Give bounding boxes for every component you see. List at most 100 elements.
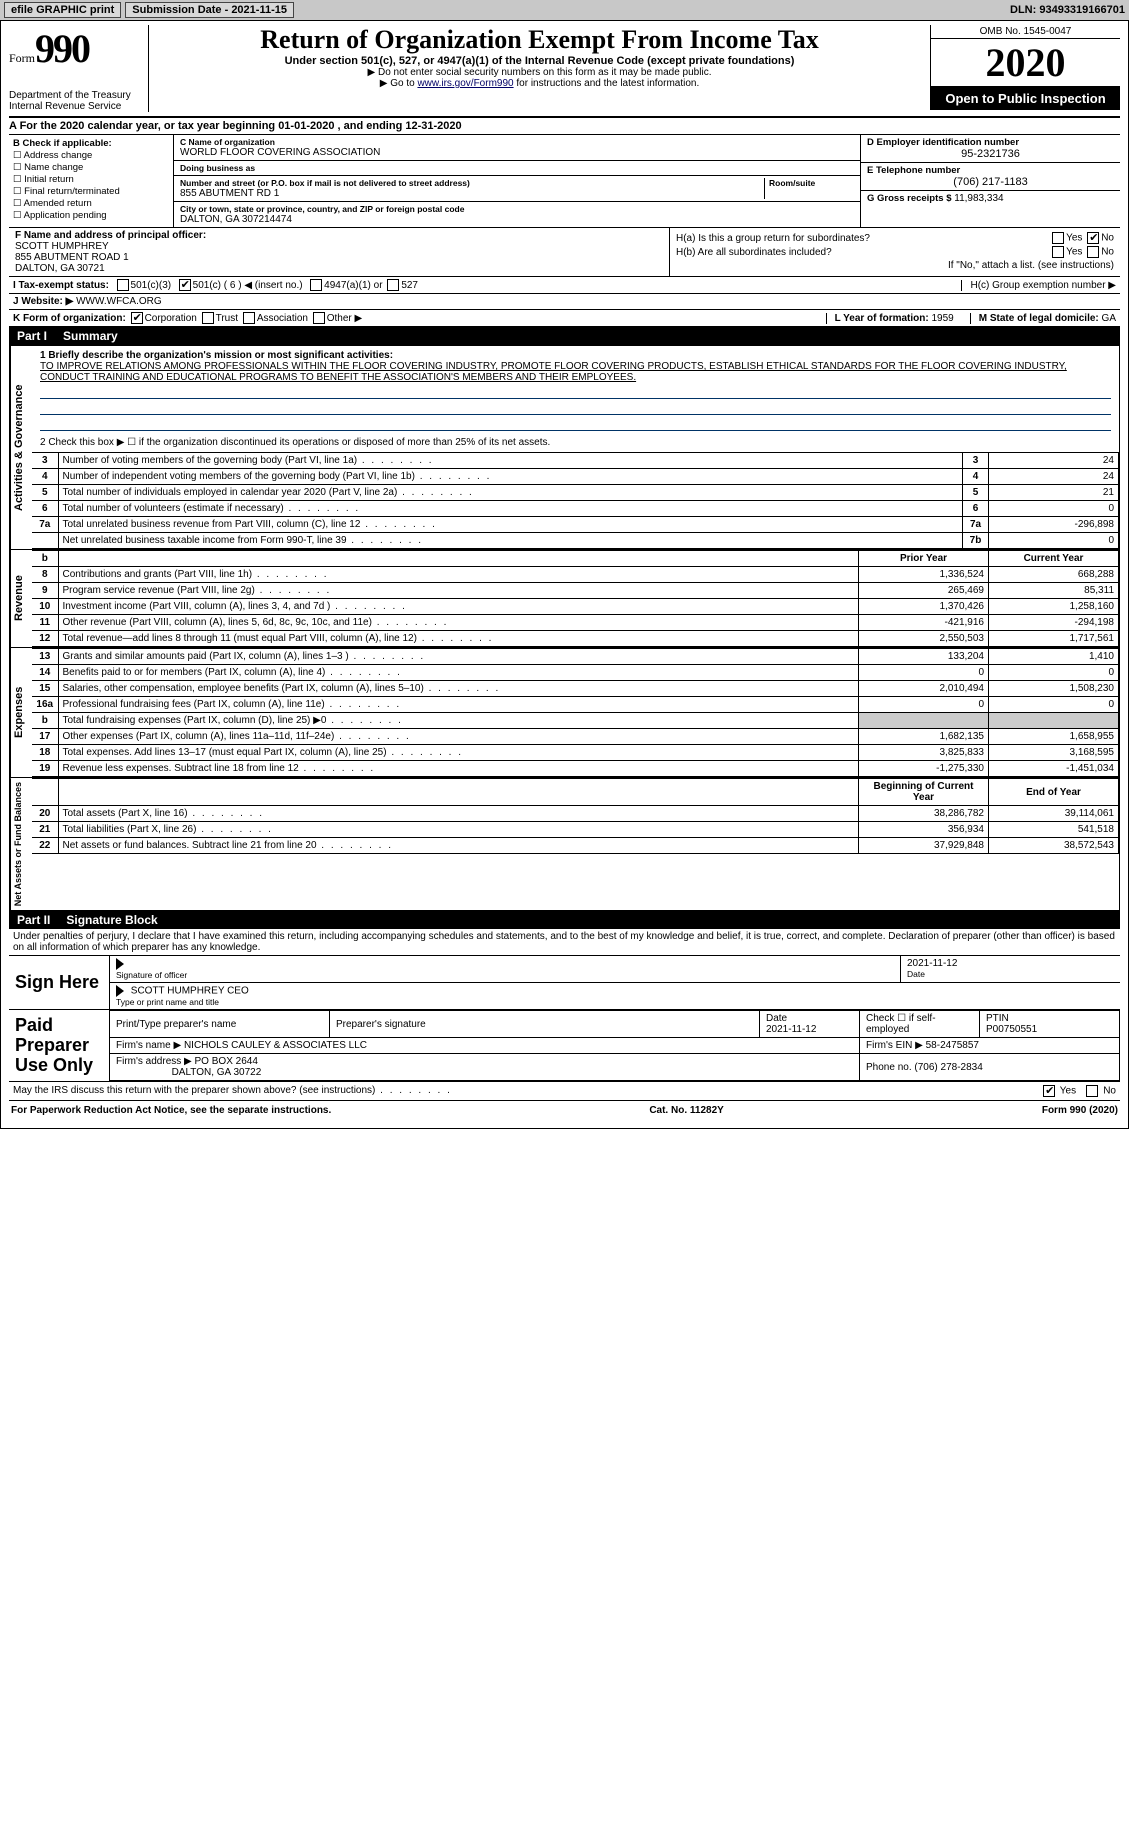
firm-name: NICHOLS CAULEY & ASSOCIATES LLC [184, 1040, 367, 1051]
form-title: Return of Organization Exempt From Incom… [155, 25, 924, 55]
self-employed-check[interactable]: Check ☐ if self-employed [866, 1013, 973, 1035]
col-beginning: Beginning of Current Year [859, 779, 989, 806]
org-name-label: C Name of organization [180, 137, 854, 147]
chk-4947[interactable] [310, 279, 322, 291]
revenue-table: b Prior Year Current Year 8Contributions… [32, 550, 1119, 647]
chk-initial-return[interactable]: Initial return [24, 174, 74, 185]
table-row: Net unrelated business taxable income fr… [32, 533, 1119, 549]
ha-no[interactable] [1087, 232, 1099, 244]
form-header: Form990 Department of the Treasury Inter… [9, 25, 1120, 118]
box-b: B Check if applicable: ☐ Address change … [9, 135, 174, 227]
room-label: Room/suite [769, 178, 854, 188]
form-number: 990 [35, 26, 89, 71]
officer-city: DALTON, GA 30721 [15, 263, 663, 274]
chk-corp[interactable] [131, 312, 143, 324]
dln-label: DLN: 93493319166701 [1010, 4, 1125, 16]
table-row: 22Net assets or fund balances. Subtract … [32, 838, 1119, 854]
chk-501c3[interactable] [117, 279, 129, 291]
no-label: No [1101, 233, 1114, 244]
tax-status-row: I Tax-exempt status: 501(c)(3) 501(c) ( … [9, 277, 1120, 294]
part1-title: Summary [63, 329, 118, 343]
opt-527: 527 [401, 280, 418, 291]
col-prior: Prior Year [859, 551, 989, 567]
chk-name-change[interactable]: Name change [24, 162, 83, 173]
table-row: Firm's name ▶ NICHOLS CAULEY & ASSOCIATE… [110, 1038, 1120, 1054]
expenses-section: Expenses 13Grants and similar amounts pa… [9, 648, 1120, 778]
ha-yes[interactable] [1052, 232, 1064, 244]
street-label: Number and street (or P.O. box if mail i… [180, 178, 764, 188]
col-b: b [32, 551, 58, 567]
discuss-question: May the IRS discuss this return with the… [13, 1085, 452, 1097]
opt-501c: 501(c) ( 6 ) ◀ (insert no.) [193, 280, 303, 291]
page-footer: For Paperwork Reduction Act Notice, see … [9, 1101, 1120, 1120]
col-blank [32, 779, 58, 806]
dba-label: Doing business as [180, 163, 854, 173]
tax-year: 2020 [931, 39, 1120, 87]
arrow-icon [116, 958, 124, 970]
chk-527[interactable] [387, 279, 399, 291]
opt-501c3: 501(c)(3) [131, 280, 172, 291]
hb-yes[interactable] [1052, 246, 1064, 258]
officer-name-title: SCOTT HUMPHREY CEO [131, 986, 249, 997]
gross-receipts-value: 11,983,334 [954, 193, 1003, 204]
box-l-label: L Year of formation: [835, 313, 929, 324]
efile-topbar: efile GRAPHIC print Submission Date - 20… [0, 0, 1129, 20]
part2-label: Part II [17, 913, 50, 927]
sign-here-row: Sign Here Signature of officer 2021-11-1… [9, 956, 1120, 1010]
chk-amended-return[interactable]: Amended return [24, 198, 92, 209]
table-row: 16aProfessional fundraising fees (Part I… [32, 697, 1119, 713]
table-row: 13Grants and similar amounts paid (Part … [32, 649, 1119, 665]
sig-date: 2021-11-12 [907, 958, 1114, 969]
table-row: 8Contributions and grants (Part VIII, li… [32, 567, 1119, 583]
discuss-row: May the IRS discuss this return with the… [9, 1082, 1120, 1101]
period-line: A For the 2020 calendar year, or tax yea… [9, 118, 1120, 135]
chk-assoc[interactable] [243, 312, 255, 324]
goto-pre: ▶ Go to [380, 78, 418, 89]
phone-value: (706) 217-1183 [867, 176, 1114, 188]
form-990-document: Form990 Department of the Treasury Inter… [0, 20, 1129, 1129]
table-row: 20Total assets (Part X, line 16)38,286,7… [32, 806, 1119, 822]
side-revenue: Revenue [10, 550, 32, 647]
org-form-row: K Form of organization: Corporation Trus… [9, 310, 1120, 327]
officer-name: SCOTT HUMPHREY [15, 241, 663, 252]
chk-address-change[interactable]: Address change [24, 150, 93, 161]
arrow-icon [116, 985, 124, 997]
irs-link[interactable]: www.irs.gov/Form990 [417, 78, 513, 89]
part1-header: Part I Summary [9, 327, 1120, 345]
part2-header: Part II Signature Block [9, 911, 1120, 929]
sign-here-label: Sign Here [9, 956, 109, 1009]
form-page-label: Form 990 (2020) [1042, 1105, 1118, 1116]
net-header-row: Beginning of Current Year End of Year [32, 779, 1119, 806]
box-m-label: M State of legal domicile: [979, 313, 1099, 324]
discuss-no[interactable] [1086, 1085, 1098, 1097]
col-blank [58, 551, 859, 567]
mission-q: 1 Briefly describe the organization's mi… [40, 350, 1111, 361]
chk-application-pending[interactable]: Application pending [24, 210, 107, 221]
box-k-label: K Form of organization: [13, 313, 126, 324]
prep-name-label: Print/Type preparer's name [116, 1019, 323, 1030]
officer-street: 855 ABUTMENT ROAD 1 [15, 252, 663, 263]
chk-trust[interactable] [202, 312, 214, 324]
chk-501c[interactable] [179, 279, 191, 291]
col-current: Current Year [989, 551, 1119, 567]
firm-addr1: PO BOX 2644 [195, 1056, 258, 1067]
goto-post: for instructions and the latest informat… [514, 78, 700, 89]
hb-no[interactable] [1087, 246, 1099, 258]
street-value: 855 ABUTMENT RD 1 [180, 188, 764, 199]
submission-date-button[interactable]: Submission Date - 2021-11-15 [125, 2, 294, 18]
firm-addr-label: Firm's address ▶ [116, 1056, 192, 1067]
yes-label-2: Yes [1066, 247, 1082, 258]
hc-label: H(c) Group exemption number ▶ [961, 280, 1116, 291]
chk-other[interactable] [313, 312, 325, 324]
gross-receipts-label: G Gross receipts $ [867, 193, 951, 204]
table-row: 14Benefits paid to or for members (Part … [32, 665, 1119, 681]
discontinue-q: 2 Check this box ▶ ☐ if the organization… [40, 437, 1111, 448]
table-row: 17Other expenses (Part IX, column (A), l… [32, 729, 1119, 745]
chk-final-return[interactable]: Final return/terminated [24, 186, 120, 197]
table-row: bTotal fundraising expenses (Part IX, co… [32, 713, 1119, 729]
part2-title: Signature Block [66, 913, 157, 927]
box-f-label: F Name and address of principal officer: [15, 230, 663, 241]
firm-ein-label: Firm's EIN ▶ [866, 1040, 923, 1051]
efile-graphic-button[interactable]: efile GRAPHIC print [4, 2, 121, 18]
discuss-yes[interactable] [1043, 1085, 1055, 1097]
